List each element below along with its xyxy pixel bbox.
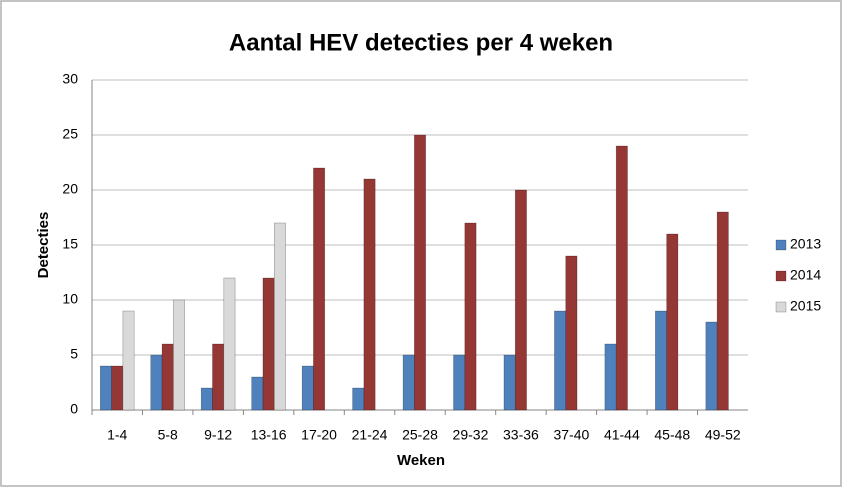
bar	[122, 310, 135, 411]
bar	[554, 310, 567, 411]
bar	[363, 178, 376, 411]
bar	[716, 211, 729, 411]
bar	[414, 134, 426, 411]
bar	[262, 277, 275, 411]
bar	[173, 299, 185, 411]
y-tick-label: 30	[62, 71, 78, 87]
legend-label: 2015	[790, 298, 821, 314]
bar	[301, 365, 314, 411]
x-tick-label: 29-32	[453, 427, 489, 443]
y-tick-label: 0	[70, 401, 78, 417]
bar	[352, 387, 365, 411]
bar	[666, 233, 679, 411]
x-tick-label: 45-48	[654, 427, 690, 443]
y-axis-label: Detecties	[35, 212, 52, 279]
bar	[111, 365, 124, 411]
bar	[150, 354, 163, 411]
legend-swatch	[775, 239, 787, 251]
bar	[212, 343, 225, 411]
bar	[161, 343, 174, 411]
x-tick-label: 5-8	[158, 427, 178, 443]
x-tick-label: 41-44	[604, 427, 640, 443]
legend-label: 2013	[790, 236, 821, 252]
bar	[251, 376, 264, 411]
bar	[223, 277, 236, 411]
bar	[453, 354, 466, 411]
bar	[200, 387, 213, 411]
bar	[313, 167, 326, 411]
legend-swatch	[775, 270, 787, 282]
y-tick-label: 15	[62, 236, 78, 252]
bar	[99, 365, 112, 411]
x-tick-label: 9-12	[204, 427, 232, 443]
x-tick-label: 37-40	[553, 427, 589, 443]
x-tick-label: 13-16	[251, 427, 287, 443]
bar	[273, 222, 286, 411]
bar	[655, 310, 667, 411]
bar	[604, 343, 617, 411]
x-tick-label: 33-36	[503, 427, 539, 443]
bar	[464, 222, 477, 411]
bar	[503, 354, 516, 411]
y-tick-label: 25	[62, 126, 78, 142]
bar	[615, 145, 628, 411]
y-tick-label: 20	[62, 181, 78, 197]
bar	[705, 321, 718, 411]
x-tick-label: 1-4	[107, 427, 127, 443]
bar	[514, 189, 527, 411]
chart-title: Aantal HEV detecties per 4 weken	[229, 29, 613, 56]
x-axis-label: Weken	[397, 452, 445, 469]
y-tick-label: 10	[62, 291, 78, 307]
x-tick-label: 21-24	[352, 427, 388, 443]
y-tick-label: 5	[70, 346, 78, 362]
x-tick-label: 25-28	[402, 427, 438, 443]
legend-label: 2014	[790, 267, 821, 283]
x-tick-label: 49-52	[705, 427, 741, 443]
bar	[402, 354, 415, 411]
bar	[565, 255, 578, 411]
x-tick-label: 17-20	[301, 427, 337, 443]
legend-swatch	[775, 301, 787, 313]
